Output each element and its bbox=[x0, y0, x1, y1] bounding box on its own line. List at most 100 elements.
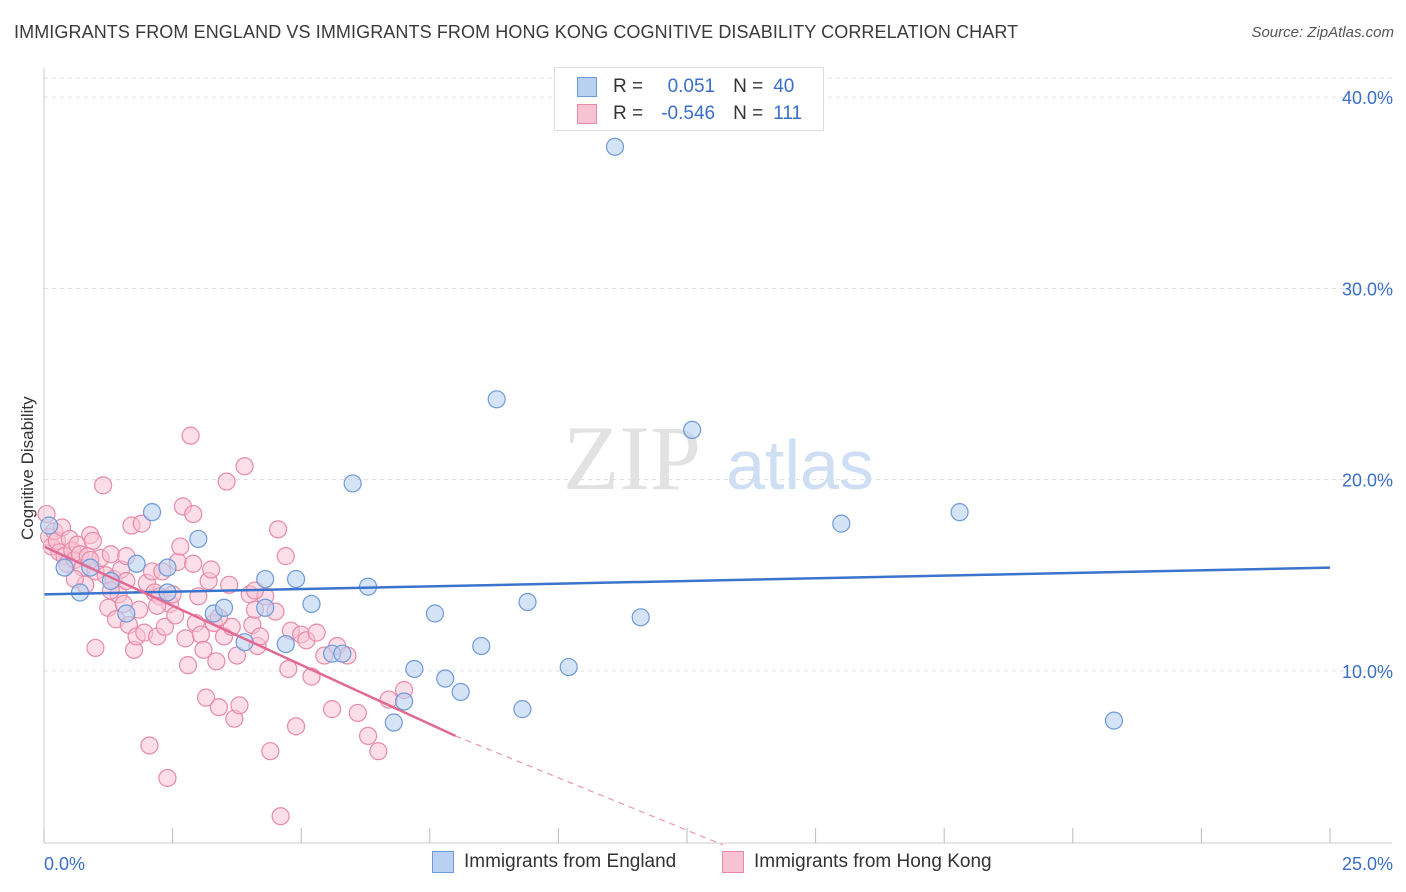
hongkong-point bbox=[176, 629, 195, 648]
hongkong-point bbox=[286, 717, 306, 736]
england-point bbox=[950, 503, 969, 522]
hongkong-point bbox=[220, 575, 239, 594]
hongkong-point bbox=[209, 698, 228, 717]
england-legend-label: Immigrants from England bbox=[464, 851, 677, 872]
england-point bbox=[189, 529, 208, 549]
grid-layer bbox=[44, 77, 1392, 672]
england-point bbox=[394, 692, 414, 711]
bottom-legend-hongkong: Immigrants from Hong Kong bbox=[722, 851, 992, 873]
hongkong-point bbox=[207, 652, 226, 671]
england-point bbox=[214, 598, 234, 617]
england-point bbox=[1104, 711, 1124, 730]
england-point bbox=[405, 659, 424, 679]
england-point bbox=[55, 558, 74, 577]
correlation-legend: R = 0.051 N = 40 R = -0.546 N = 111 bbox=[554, 67, 824, 131]
hongkong-point bbox=[181, 426, 200, 445]
hongkong-point bbox=[268, 520, 288, 539]
england-point bbox=[127, 554, 146, 573]
y-tick-label: 40.0% bbox=[1342, 88, 1393, 108]
hongkong-point bbox=[227, 646, 246, 665]
hongkong-point bbox=[235, 457, 254, 476]
hongkong-point bbox=[155, 617, 174, 636]
england-r-label: R = bbox=[613, 76, 644, 97]
x-tick-label-min: 0.0% bbox=[44, 854, 85, 874]
hongkong-point bbox=[86, 638, 105, 658]
hongkong-points bbox=[37, 426, 414, 826]
hongkong-point bbox=[184, 504, 203, 524]
hongkong-point bbox=[194, 640, 213, 659]
england-point bbox=[518, 592, 537, 612]
hongkong-point bbox=[202, 560, 221, 579]
hongkong-point bbox=[158, 768, 177, 788]
watermark: ZIP atlas bbox=[563, 407, 874, 509]
england-point bbox=[256, 569, 275, 589]
england-point bbox=[256, 598, 275, 617]
hongkong-legend-label: Immigrants from Hong Kong bbox=[754, 851, 992, 872]
watermark-atlas: atlas bbox=[726, 426, 874, 504]
england-point bbox=[302, 594, 321, 614]
hongkong-point bbox=[279, 659, 298, 679]
hongkong-swatch bbox=[577, 104, 597, 124]
england-legend-swatch bbox=[432, 851, 454, 873]
england-point bbox=[631, 608, 650, 627]
hongkong-point bbox=[94, 476, 113, 495]
england-point bbox=[451, 682, 470, 702]
england-point bbox=[487, 390, 506, 409]
hongkong-point bbox=[369, 742, 388, 761]
hongkong-n-label: N = bbox=[733, 103, 764, 124]
bottom-legend-england: Immigrants from England bbox=[432, 851, 676, 873]
england-point bbox=[832, 514, 851, 533]
england-n-value: 40 bbox=[773, 76, 795, 97]
england-swatch bbox=[577, 77, 597, 97]
hongkong-point bbox=[184, 554, 203, 573]
x-tick-label-max: 25.0% bbox=[1342, 854, 1393, 874]
chart-title: IMMIGRANTS FROM ENGLAND VS IMMIGRANTS FR… bbox=[14, 22, 1019, 42]
hongkong-trend-extension bbox=[455, 735, 724, 846]
hongkong-point bbox=[140, 736, 159, 755]
hongkong-point bbox=[276, 547, 295, 566]
hongkong-point bbox=[358, 726, 378, 746]
hongkong-r-label: R = bbox=[613, 103, 644, 124]
hongkong-point bbox=[83, 531, 102, 550]
trend-lines bbox=[43, 545, 1331, 846]
england-point bbox=[683, 420, 702, 439]
england-point bbox=[425, 604, 445, 623]
england-point bbox=[286, 569, 306, 589]
hongkong-point bbox=[178, 656, 198, 675]
y-tick-label: 20.0% bbox=[1342, 471, 1393, 491]
hongkong-point bbox=[132, 514, 151, 533]
england-point bbox=[513, 700, 532, 719]
england-trend-line bbox=[43, 566, 1331, 596]
england-r-value: 0.051 bbox=[667, 76, 716, 97]
legend-row-hongkong: R = -0.546 N = 111 bbox=[577, 101, 802, 127]
hongkong-n-value: 111 bbox=[773, 103, 803, 124]
hongkong-point bbox=[307, 623, 326, 642]
hongkong-point bbox=[322, 700, 342, 719]
hongkong-legend-swatch bbox=[722, 851, 744, 873]
england-point bbox=[276, 634, 295, 654]
hongkong-point bbox=[217, 472, 236, 491]
hongkong-point bbox=[171, 537, 190, 556]
england-point bbox=[605, 137, 625, 156]
england-n-label: N = bbox=[733, 76, 764, 97]
hongkong-point bbox=[261, 742, 280, 761]
hongkong-point bbox=[230, 696, 249, 715]
hongkong-point bbox=[196, 688, 216, 707]
england-point bbox=[436, 669, 455, 688]
y-tick-label: 30.0% bbox=[1342, 279, 1393, 299]
legend-row-england: R = 0.051 N = 40 bbox=[577, 74, 794, 100]
england-point bbox=[333, 644, 352, 663]
hongkong-r-value: -0.546 bbox=[661, 103, 716, 124]
watermark-zip: ZIP bbox=[563, 407, 701, 509]
england-point bbox=[158, 558, 177, 577]
england-point bbox=[117, 604, 136, 623]
hongkong-point bbox=[271, 807, 290, 826]
england-point bbox=[384, 713, 403, 732]
england-point bbox=[142, 503, 162, 522]
england-points bbox=[40, 137, 1124, 732]
source-label: Source: ZipAtlas.com bbox=[1251, 24, 1394, 41]
england-point bbox=[472, 636, 491, 656]
hongkong-point bbox=[101, 545, 120, 564]
hongkong-trend-line bbox=[43, 545, 457, 738]
